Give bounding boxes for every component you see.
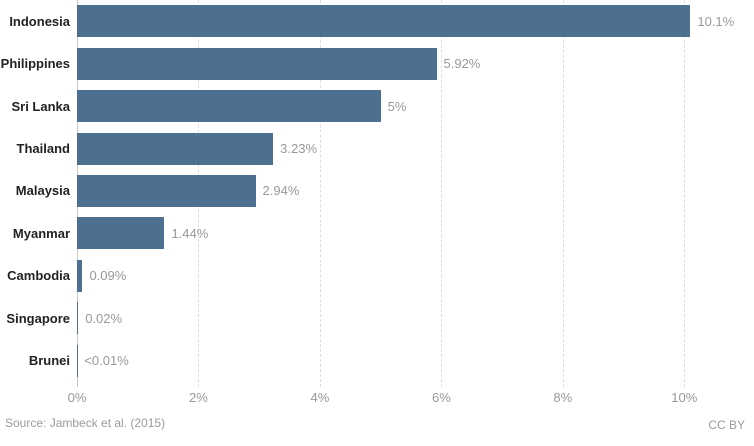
bar-rows: Indonesia 10.1% Philippines 5.92% Sri Lanka 5… <box>0 0 754 382</box>
bar <box>77 302 79 335</box>
x-tick-label: 10% <box>671 390 698 405</box>
value-label: 5% <box>387 98 407 114</box>
chart-footer: Source: Jambeck et al. (2015) CC BY <box>0 414 754 434</box>
bar-row: Cambodia 0.09% <box>0 255 754 297</box>
category-label: Cambodia <box>7 268 70 284</box>
source-note: Source: Jambeck et al. (2015) <box>5 416 166 430</box>
bar-row: Brunei <0.01% <box>0 340 754 382</box>
value-label: 10.1% <box>697 13 735 29</box>
x-tick-label: 4% <box>310 390 330 405</box>
category-label: Malaysia <box>15 183 70 199</box>
category-label: Thailand <box>16 141 70 157</box>
bar-row: Malaysia 2.94% <box>0 170 754 212</box>
value-label: <0.01% <box>84 353 129 369</box>
x-tick-label: 2% <box>189 390 208 405</box>
bar <box>77 259 83 292</box>
value-label: 3.23% <box>280 141 318 157</box>
bar-row: Thailand 3.23% <box>0 127 754 169</box>
bar <box>77 174 256 207</box>
gridline-4% <box>319 0 321 387</box>
gridline-8% <box>562 0 564 387</box>
category-label: Brunei <box>28 353 70 369</box>
x-tick-label: 0% <box>67 390 87 405</box>
value-label: 0.02% <box>85 310 123 326</box>
license-note: CC BY <box>708 418 745 432</box>
bar <box>77 132 274 165</box>
category-label: Philippines <box>0 56 70 72</box>
value-label: 2.94% <box>262 183 300 199</box>
value-label: 1.44% <box>171 225 209 241</box>
bar-row: Indonesia 10.1% <box>0 0 754 42</box>
x-axis: 0% 2% 4% 6% 8% 10% <box>68 390 745 408</box>
x-tick-label: 6% <box>431 390 451 405</box>
bar <box>77 90 381 123</box>
bar-row: Myanmar 1.44% <box>0 212 754 254</box>
bar-row: Philippines 5.92% <box>0 42 754 84</box>
category-label: Singapore <box>6 310 70 326</box>
gridline-6% <box>441 0 443 387</box>
gridline-10% <box>684 0 686 387</box>
bar <box>77 217 165 250</box>
category-label: Indonesia <box>9 13 70 29</box>
category-label: Sri Lanka <box>11 98 70 114</box>
value-label: 0.09% <box>89 268 127 284</box>
bar-row: Sri Lanka 5% <box>0 85 754 127</box>
x-tick-label: 8% <box>553 390 573 405</box>
category-label: Myanmar <box>12 225 70 241</box>
value-label: 5.92% <box>443 56 481 72</box>
bar <box>77 47 437 80</box>
bar <box>77 5 691 38</box>
bar-row: Singapore 0.02% <box>0 297 754 339</box>
